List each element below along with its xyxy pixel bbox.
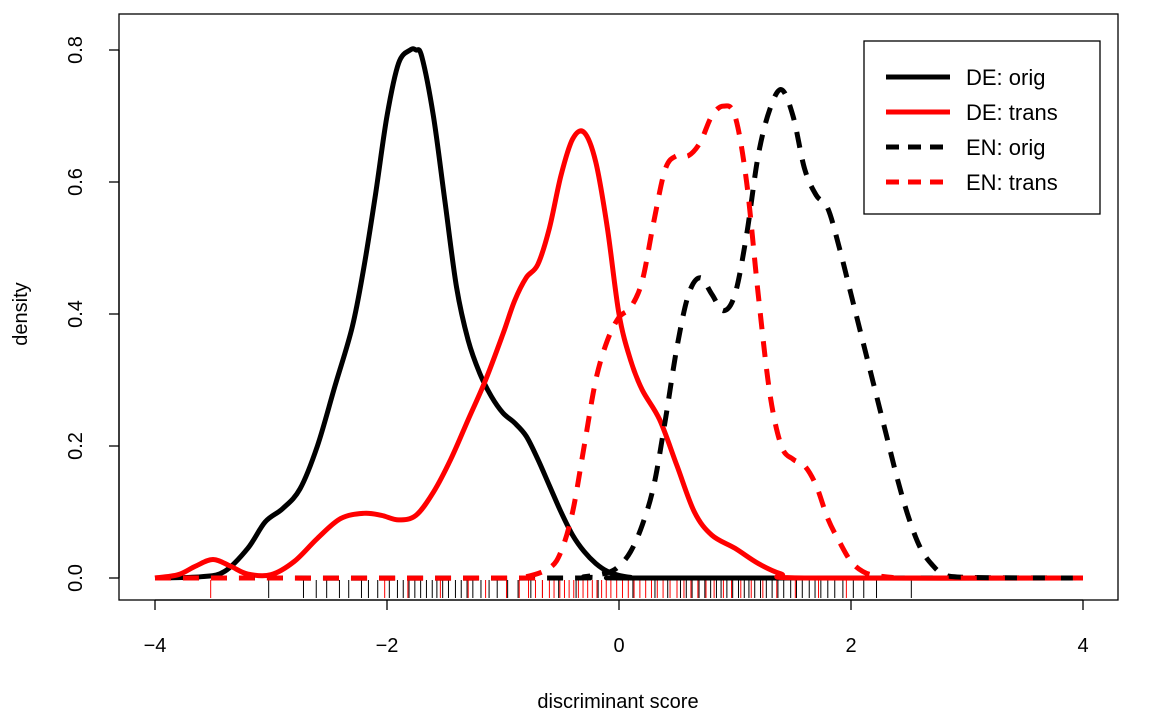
legend: DE: orig DE: trans EN: orig EN: trans: [863, 40, 1101, 215]
series-line-de-trans: [154, 128, 1084, 581]
y-axis: 0.0 0.2 0.4 0.6 0.8: [65, 36, 120, 592]
legend-label-en-orig: EN: orig: [966, 135, 1045, 160]
y-tick-label: 0.4: [65, 300, 87, 328]
x-tick-label: 2: [845, 635, 856, 657]
legend-box: [863, 40, 1101, 215]
x-axis-title: discriminant score: [537, 691, 698, 713]
rug-marks: [210, 580, 912, 598]
y-axis-title: density: [10, 282, 32, 345]
legend-label-en-trans: EN: trans: [966, 170, 1058, 195]
y-tick-label: 0.8: [65, 36, 87, 64]
series-line-en-trans: [154, 103, 1084, 581]
series-line-en-orig: [154, 87, 1084, 581]
y-tick-label: 0.2: [65, 432, 87, 460]
x-tick-label: −4: [144, 635, 167, 657]
density-curves: [154, 46, 1084, 581]
legend-label-de-trans: DE: trans: [966, 100, 1058, 125]
y-tick-label: 0.6: [65, 168, 87, 196]
series-line-de-orig: [154, 46, 1084, 581]
x-tick-label: 0: [613, 635, 624, 657]
legend-label-de-orig: DE: orig: [966, 65, 1045, 90]
legend-items: DE: orig DE: trans EN: orig EN: trans: [886, 65, 1058, 195]
x-axis: −4 −2 0 2 4: [144, 599, 1089, 657]
y-tick-label: 0.0: [65, 564, 87, 592]
x-tick-label: 4: [1077, 635, 1088, 657]
x-tick-label: −2: [376, 635, 399, 657]
